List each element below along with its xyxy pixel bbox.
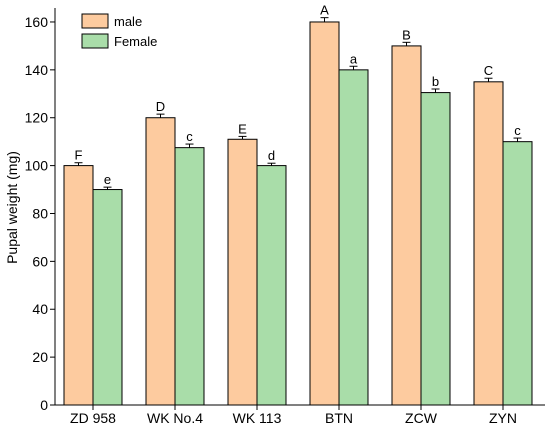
bar-female-5 <box>502 141 533 406</box>
legend-label-female: Female <box>114 34 157 49</box>
y-tick-label: 100 <box>25 158 49 174</box>
y-tick-label: 0 <box>40 397 48 413</box>
significance-label: b <box>432 74 439 89</box>
significance-label: e <box>104 172 111 187</box>
significance-label: F <box>75 148 83 163</box>
significance-label: D <box>156 99 165 114</box>
bar-male-4 <box>391 45 422 406</box>
y-tick-label: 60 <box>32 253 48 269</box>
legend: male Female <box>81 13 157 49</box>
bar-female-1 <box>174 147 205 406</box>
significance-label: d <box>268 148 275 163</box>
bars-group <box>63 21 533 406</box>
significance-label: c <box>186 129 193 144</box>
x-tick-label: WK No.4 <box>147 410 203 426</box>
bar-male-3 <box>309 21 340 406</box>
significance-label: A <box>320 3 329 18</box>
y-tick-label: 20 <box>32 349 48 365</box>
significance-label: B <box>402 27 411 42</box>
bar-male-2 <box>227 138 258 406</box>
significance-labels-group: Fe Dc Ed Aa Bb Cc <box>75 3 522 187</box>
significance-label: a <box>350 51 358 66</box>
bar-male-5 <box>473 81 504 406</box>
significance-label: C <box>484 63 493 78</box>
legend-swatch-female <box>81 33 109 49</box>
y-tick-label: 80 <box>32 205 48 221</box>
bar-male-0 <box>63 165 94 406</box>
error-bars-group <box>74 17 522 190</box>
y-tick-label: 40 <box>32 301 48 317</box>
significance-label: c <box>514 123 521 138</box>
x-tick-label: ZYN <box>489 410 517 426</box>
y-tick-label: 140 <box>25 62 49 78</box>
y-axis-label: Pupal weight (mg) <box>4 151 20 264</box>
legend-label-male: male <box>114 14 142 29</box>
bar-male-1 <box>145 117 176 406</box>
axes-group <box>54 8 545 406</box>
bar-female-4 <box>420 92 451 406</box>
bar-female-3 <box>338 69 369 406</box>
y-tick-label: 160 <box>25 14 49 30</box>
x-tick-label: WK 113 <box>233 410 282 426</box>
x-tick-label: ZCW <box>405 410 438 426</box>
bar-female-0 <box>92 189 123 406</box>
bar-female-2 <box>256 165 287 406</box>
x-ticks-group: ZD 958 WK No.4 WK 113 BTN ZCW ZYN <box>70 405 517 426</box>
x-tick-label: ZD 958 <box>70 410 116 426</box>
legend-swatch-male <box>81 13 109 29</box>
y-ticks-group: 0 20 40 60 80 100 120 140 160 <box>25 14 55 413</box>
y-tick-label: 120 <box>25 110 49 126</box>
x-tick-label: BTN <box>325 410 353 426</box>
significance-label: E <box>238 121 247 136</box>
